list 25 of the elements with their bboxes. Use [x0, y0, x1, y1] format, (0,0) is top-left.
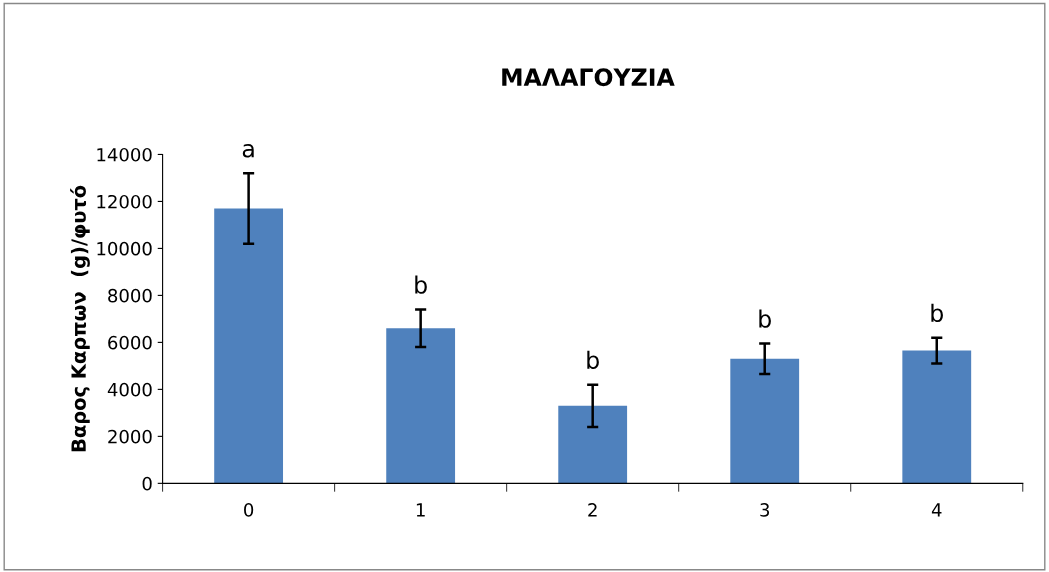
chart-title: ΜΑΛΑΓΟΥΖΙΑ — [502, 68, 675, 87]
y-tick-label: 14000 — [97, 147, 152, 162]
y-tick-label: 10000 — [97, 241, 152, 256]
y-tick-label: 6000 — [108, 335, 152, 350]
y-tick-label: 8000 — [108, 288, 152, 303]
y-tick-label: 4000 — [107, 382, 152, 397]
bar — [558, 405, 628, 484]
y-tick-label: 0 — [142, 476, 152, 491]
bar — [730, 358, 800, 484]
y-tick-label: 2000 — [108, 429, 152, 444]
x-tick-label: 2 — [588, 503, 597, 517]
bar — [214, 208, 284, 484]
annotation: b — [759, 309, 771, 328]
annotation: b — [415, 275, 427, 294]
x-tick-label: 3 — [760, 503, 770, 517]
x-tick-label: 0 — [244, 503, 254, 517]
y-tick-label: 12000 — [97, 194, 152, 209]
bar — [386, 328, 456, 484]
y-axis-title: Βαρος Καρπων (g)/φυτό — [70, 185, 90, 452]
bar — [902, 350, 972, 484]
annotation: b — [587, 350, 599, 369]
x-tick-label: 1 — [416, 503, 425, 517]
x-tick-label: 4 — [931, 503, 942, 517]
annotation: b — [931, 303, 943, 322]
annotation: a — [242, 143, 254, 158]
